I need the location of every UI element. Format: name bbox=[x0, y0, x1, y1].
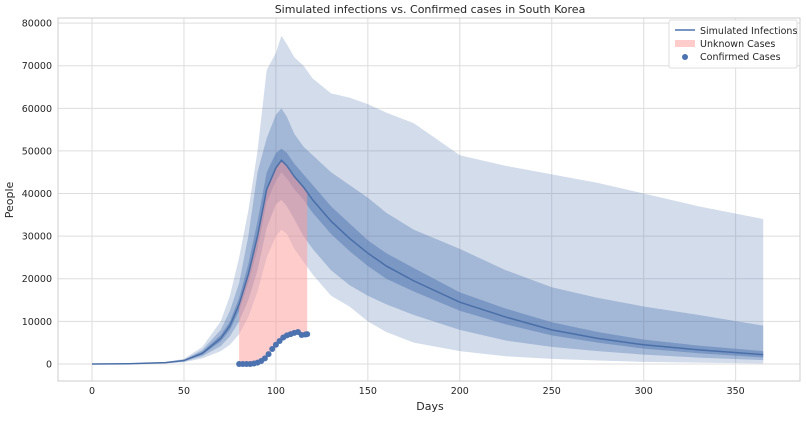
legend-dot-icon bbox=[682, 54, 688, 60]
legend-simulated: Simulated Infections bbox=[700, 26, 797, 37]
y-tick-label: 80000 bbox=[22, 19, 52, 30]
y-tick-label: 40000 bbox=[22, 189, 52, 200]
confirmed-point bbox=[265, 351, 272, 358]
legend-confirmed: Confirmed Cases bbox=[700, 52, 781, 63]
x-axis-label: Days bbox=[416, 400, 444, 413]
unknown-cases-area bbox=[239, 162, 308, 364]
y-tick-label: 10000 bbox=[22, 317, 52, 328]
legend-box bbox=[668, 19, 798, 69]
confirmed-point bbox=[304, 331, 311, 338]
simulated-infections-line bbox=[92, 159, 764, 365]
x-tick-label: 100 bbox=[267, 386, 285, 397]
plot-frame bbox=[57, 17, 801, 382]
y-tick-label: 20000 bbox=[22, 274, 52, 285]
confirmed-point bbox=[272, 341, 279, 348]
y-tick-label: 0 bbox=[46, 359, 52, 370]
legend: Simulated Infections Unknown Cases Confi… bbox=[668, 19, 798, 69]
x-tick-label: 350 bbox=[727, 386, 745, 397]
x-tick-label: 200 bbox=[451, 386, 469, 397]
x-tick-label: 150 bbox=[359, 386, 377, 397]
y-tick-label: 50000 bbox=[22, 146, 52, 157]
x-tick-label: 0 bbox=[89, 386, 95, 397]
y-tick-label: 30000 bbox=[22, 232, 52, 243]
x-tick-label: 50 bbox=[178, 386, 190, 397]
legend-unknown: Unknown Cases bbox=[700, 39, 775, 50]
band-1 bbox=[92, 108, 764, 364]
confirmed-point bbox=[261, 355, 268, 362]
y-tick-label: 70000 bbox=[22, 61, 52, 72]
x-tick-label: 300 bbox=[635, 386, 653, 397]
legend-patch-icon bbox=[675, 40, 695, 47]
y-tick-label: 60000 bbox=[22, 104, 52, 115]
confirmed-point bbox=[269, 346, 276, 353]
x-tick-label: 250 bbox=[543, 386, 561, 397]
chart-title: Simulated infections vs. Confirmed cases… bbox=[275, 3, 586, 16]
y-axis-label: People bbox=[3, 181, 16, 218]
